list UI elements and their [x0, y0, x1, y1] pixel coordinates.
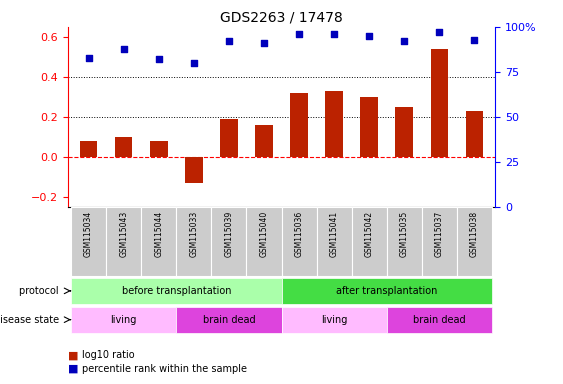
Text: GSM115035: GSM115035 [400, 211, 409, 257]
Point [365, 33, 374, 39]
Text: ■: ■ [68, 350, 82, 360]
Text: brain dead: brain dead [203, 314, 255, 325]
Bar [141, 207, 176, 276]
Text: brain dead: brain dead [413, 314, 466, 325]
Bar [282, 307, 387, 333]
Point [435, 29, 444, 35]
Bar [466, 111, 483, 157]
Point [119, 45, 128, 51]
Text: GSM115043: GSM115043 [119, 211, 128, 257]
Bar [220, 119, 238, 157]
Text: GSM115041: GSM115041 [329, 211, 338, 257]
Text: GSM115039: GSM115039 [225, 211, 234, 257]
Title: GDS2263 / 17478: GDS2263 / 17478 [220, 10, 343, 24]
Bar [325, 91, 343, 157]
Bar [360, 97, 378, 157]
Point [189, 60, 198, 66]
Point [329, 31, 338, 37]
Bar [255, 125, 272, 157]
Text: GSM115033: GSM115033 [189, 211, 198, 257]
Text: GSM115040: GSM115040 [260, 211, 269, 257]
Text: GSM115034: GSM115034 [84, 211, 93, 257]
Bar [422, 207, 457, 276]
Bar [395, 107, 413, 157]
Point [84, 55, 93, 61]
Text: GSM115042: GSM115042 [365, 211, 374, 257]
Bar [247, 207, 282, 276]
Bar [282, 207, 316, 276]
Text: before transplantation: before transplantation [122, 286, 231, 296]
Bar [71, 278, 282, 304]
Point [470, 36, 479, 43]
Bar [115, 137, 132, 157]
Point [225, 38, 234, 45]
Bar [71, 207, 106, 276]
Bar [176, 207, 211, 276]
Bar [176, 307, 282, 333]
Bar [316, 207, 352, 276]
Text: living: living [321, 314, 347, 325]
Text: GSM115037: GSM115037 [435, 211, 444, 257]
Point [400, 38, 409, 45]
Point [294, 31, 303, 37]
Bar [150, 141, 168, 157]
Text: disease state: disease state [0, 314, 62, 325]
Point [260, 40, 269, 46]
Bar [352, 207, 387, 276]
Text: percentile rank within the sample: percentile rank within the sample [82, 364, 247, 374]
Text: after transplantation: after transplantation [336, 286, 437, 296]
Bar [282, 278, 492, 304]
Text: ■: ■ [68, 364, 82, 374]
Bar [71, 307, 176, 333]
Bar [211, 207, 247, 276]
Text: GSM115036: GSM115036 [294, 211, 303, 257]
Text: GSM115044: GSM115044 [154, 211, 163, 257]
Text: protocol: protocol [19, 286, 62, 296]
Bar [387, 207, 422, 276]
Text: log10 ratio: log10 ratio [82, 350, 134, 360]
Text: GSM115038: GSM115038 [470, 211, 479, 257]
Bar [457, 207, 492, 276]
Text: living: living [110, 314, 137, 325]
Bar [185, 157, 203, 183]
Bar [80, 141, 97, 157]
Bar [291, 93, 308, 157]
Bar [387, 307, 492, 333]
Bar [106, 207, 141, 276]
Bar [431, 49, 448, 157]
Point [154, 56, 163, 63]
